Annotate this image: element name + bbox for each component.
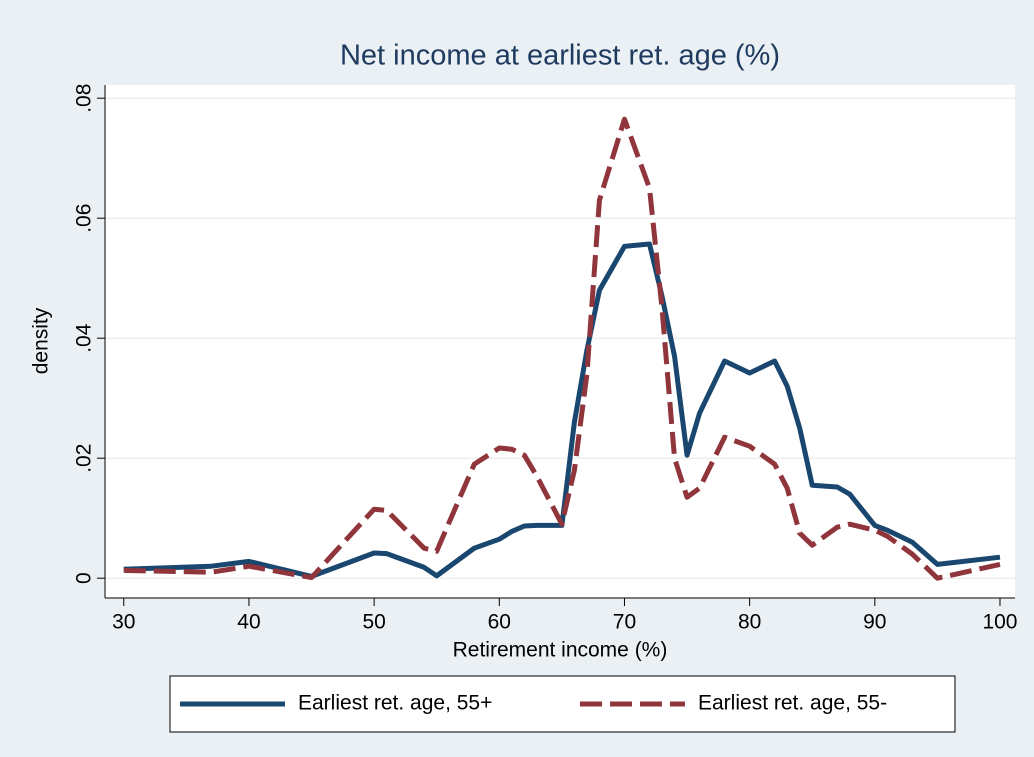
legend (169, 675, 956, 733)
legend-label: Earliest ret. age, 55+ (298, 692, 492, 715)
y-tick-label: .06 (73, 204, 96, 233)
y-tick-label: .04 (73, 323, 96, 353)
y-tick-label: .08 (73, 84, 96, 113)
x-axis-label: Retirement income (%) (453, 639, 668, 662)
x-tick-label: 60 (488, 611, 511, 634)
chart-title: Net income at earliest ret. age (%) (340, 40, 780, 72)
x-tick-label: 50 (362, 611, 385, 634)
y-tick-label: .02 (73, 444, 96, 473)
y-tick-label: 0 (73, 572, 96, 584)
x-tick-label: 80 (738, 611, 761, 634)
x-tick-label: 90 (863, 611, 886, 634)
x-tick-label: 30 (112, 611, 135, 634)
series-line (123, 116, 1001, 581)
x-tick-label: 40 (237, 611, 260, 634)
x-tick-label: 100 (982, 611, 1017, 634)
x-tick-label: 70 (613, 611, 636, 634)
series-line (123, 241, 1001, 579)
legend-label: Earliest ret. age, 55- (698, 692, 887, 715)
y-axis-label: density (30, 307, 53, 374)
